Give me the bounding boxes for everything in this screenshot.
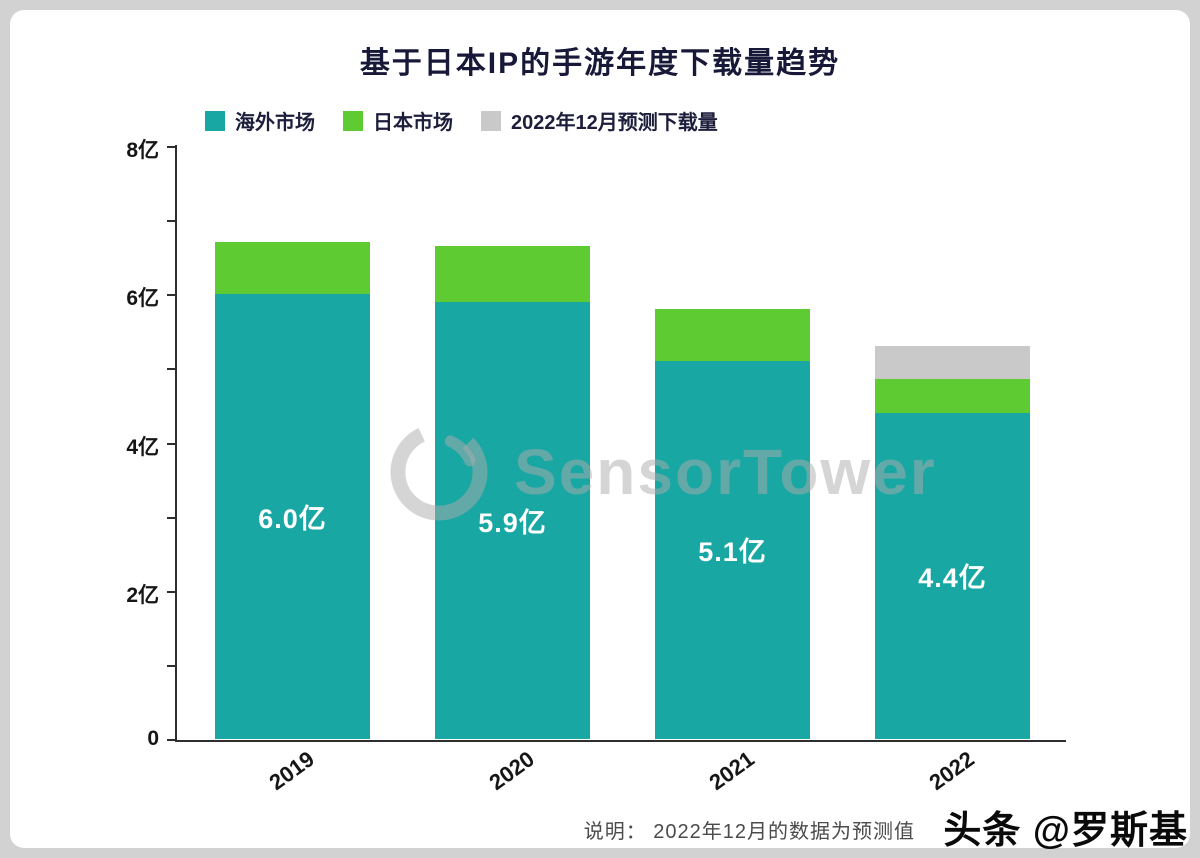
y-axis-line — [175, 145, 177, 742]
legend-item-forecast: 2022年12月预测下载量 — [481, 106, 718, 135]
legend-item-japan: 日本市场 — [343, 106, 453, 135]
y-axis-label: 0 — [147, 727, 159, 750]
y-axis-label: 6亿 — [126, 287, 159, 311]
legend-label-forecast: 2022年12月预测下载量 — [511, 112, 718, 134]
y-axis-label: 8亿 — [126, 139, 159, 162]
y-axis-tick — [167, 590, 175, 593]
y-axis-label: 2亿 — [126, 583, 159, 607]
y-axis-tick — [167, 516, 175, 519]
y-axis-tick — [167, 739, 175, 741]
x-axis-label-2020: 2020 — [484, 746, 539, 796]
x-axis-label-2019: 2019 — [264, 746, 319, 796]
legend-label-japan: 日本市场 — [373, 112, 453, 134]
bar-2021-japan — [655, 309, 810, 361]
chart-title: 基于日本IP的手游年度下载量趋势 — [359, 47, 841, 80]
y-axis-tick — [167, 220, 175, 223]
y-axis-tick — [167, 664, 175, 667]
legend-swatch-japan — [343, 110, 363, 131]
x-axis-label-2021: 2021 — [704, 746, 759, 796]
y-axis-tick — [167, 442, 175, 445]
x-axis-line — [175, 740, 1066, 742]
bar-2020-overseas: 5.9亿 — [435, 301, 590, 739]
bar-value-label-2021: 5.1亿 — [698, 537, 767, 568]
footnote: 说明： 2022年12月的数据为预测值 — [583, 821, 915, 843]
legend-swatch-forecast — [481, 110, 501, 131]
toutiao-watermark: 头条 @罗斯基 — [943, 810, 1188, 852]
bar-2022-japan — [875, 379, 1030, 413]
y-axis-tick — [167, 146, 175, 148]
bar-2022-overseas: 4.4亿 — [875, 412, 1030, 739]
bar-2021-overseas: 5.1亿 — [655, 360, 810, 739]
bar-2020-japan — [435, 246, 590, 302]
bar-2022-forecast — [875, 346, 1030, 380]
legend-item-overseas: 海外市场 — [205, 106, 315, 135]
legend: 海外市场 日本市场 2022年12月预测下载量 — [205, 106, 718, 135]
bar-value-label-2019: 6.0亿 — [258, 504, 327, 535]
bar-2019-japan — [215, 242, 370, 295]
y-axis-tick — [167, 368, 175, 371]
bar-value-label-2022: 4.4亿 — [918, 563, 987, 594]
legend-swatch-overseas — [205, 110, 225, 131]
bar-2019-overseas: 6.0亿 — [215, 294, 370, 739]
y-axis-label: 4亿 — [126, 435, 159, 459]
y-axis-tick — [167, 294, 175, 297]
legend-label-overseas: 海外市场 — [235, 112, 315, 134]
bar-value-label-2020: 5.9亿 — [478, 507, 547, 538]
